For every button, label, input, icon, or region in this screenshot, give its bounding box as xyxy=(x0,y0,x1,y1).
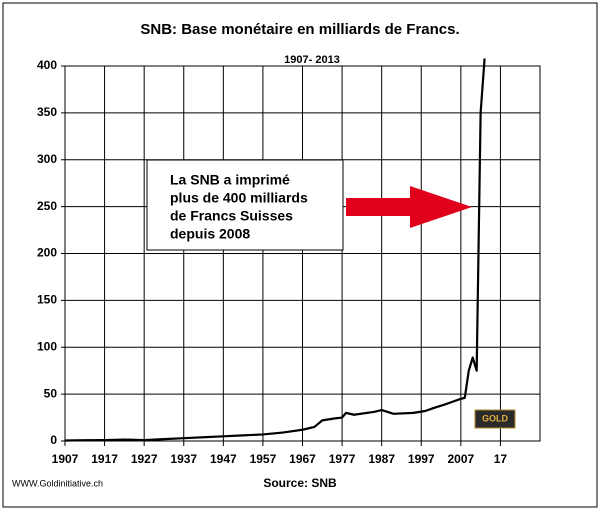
source: Source: SNB xyxy=(263,476,337,490)
annotation: La SNB a imprimé plus de 400 milliards de … xyxy=(170,172,308,242)
y-tick-label: 0 xyxy=(50,433,57,447)
x-tick-label: 1907 xyxy=(52,452,79,466)
x-tick-label: 1947 xyxy=(210,452,237,466)
annotation-box xyxy=(146,159,344,251)
y-tick-label: 200 xyxy=(37,246,57,260)
x-tick-label: 1927 xyxy=(131,452,158,466)
x-tick-label: 1957 xyxy=(250,452,277,466)
chart-title: SNB: Base monétaire en milliards de Fran… xyxy=(140,21,459,38)
y-tick-label: 100 xyxy=(37,339,57,353)
y-tick-label: 250 xyxy=(37,199,57,213)
plot-area: 0 50 100 150 200 250 300 350 400 1907 1917 1927 1937… xyxy=(37,58,541,466)
y-tick-label: 300 xyxy=(37,152,57,166)
annotation-line: de Francs Suisses xyxy=(170,208,293,224)
x-tick-label: 1937 xyxy=(170,452,197,466)
y-tick-label: 400 xyxy=(37,58,57,72)
website: WWW.Goldinitiative.ch xyxy=(12,478,103,488)
chart-subtitle: 1907- 2013 xyxy=(284,54,340,66)
x-tick-label: 17 xyxy=(494,452,508,466)
logo: GOLD xyxy=(482,413,508,423)
annotation-line: depuis 2008 xyxy=(170,226,250,242)
y-tick-label: 50 xyxy=(44,386,58,400)
x-tick-label: 2007 xyxy=(447,452,474,466)
x-tick-label: 1977 xyxy=(329,452,356,466)
annotation-line: plus de 400 milliards xyxy=(170,190,308,206)
data-line xyxy=(64,58,486,442)
x-tick-label: 1917 xyxy=(91,452,118,466)
y-tick-label: 150 xyxy=(37,293,57,307)
annotation-line: La SNB a imprimé xyxy=(170,172,290,188)
y-tick-label: 350 xyxy=(37,105,57,119)
red-arrow xyxy=(346,186,472,228)
plot-border xyxy=(64,65,541,442)
x-tick-label: 1997 xyxy=(408,452,435,466)
logo-box xyxy=(474,409,516,429)
x-tick-label: 1987 xyxy=(368,452,395,466)
x-tick-label: 1967 xyxy=(289,452,316,466)
